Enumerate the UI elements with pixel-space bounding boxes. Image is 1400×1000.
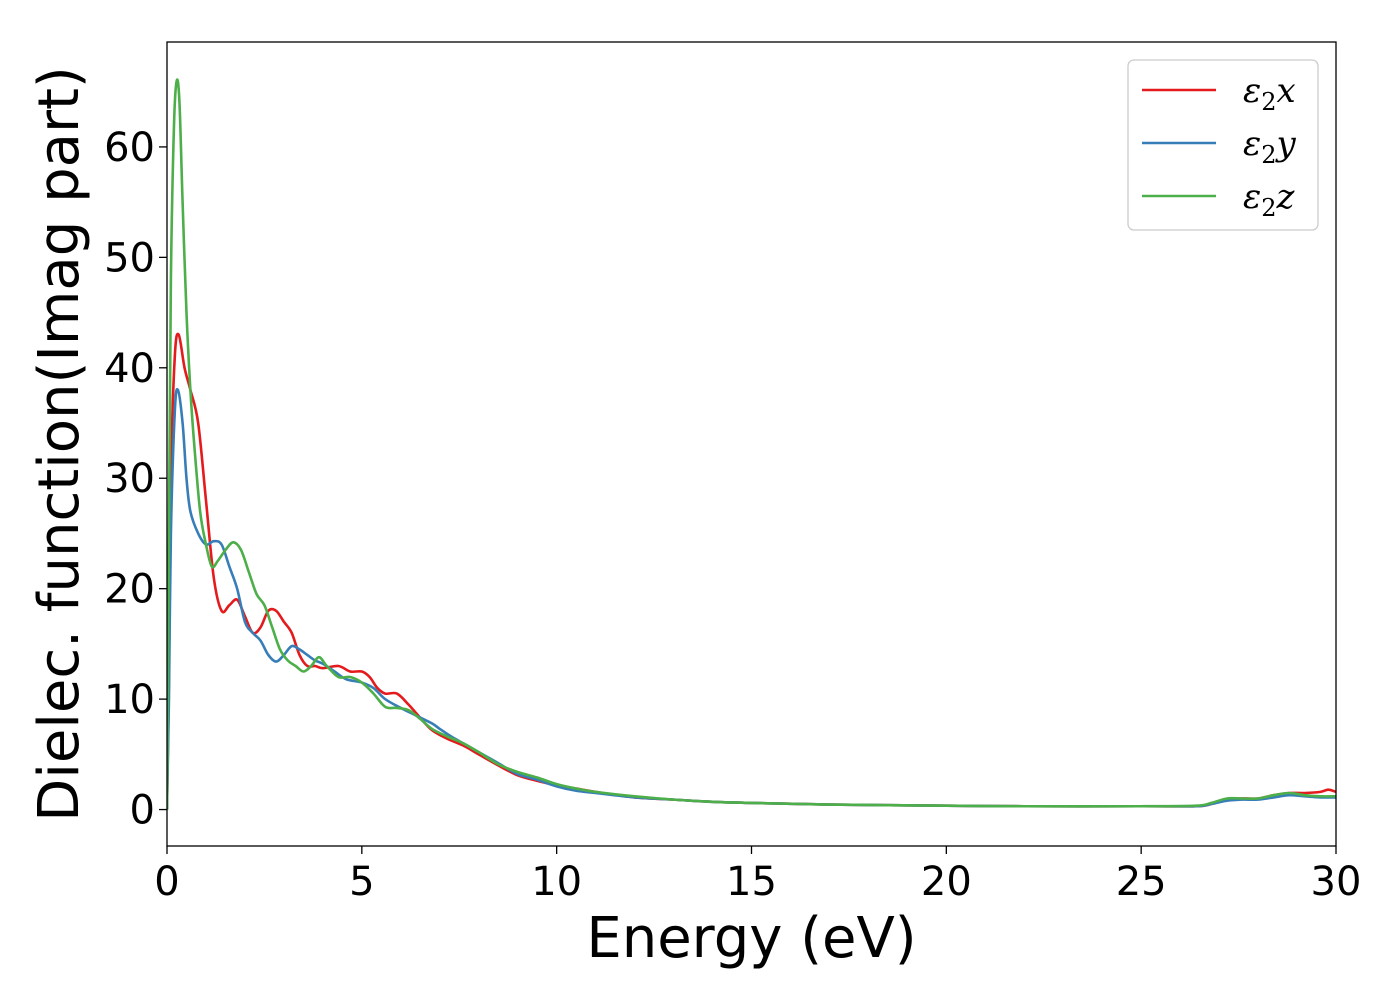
y-tick-label: 20 bbox=[104, 567, 155, 613]
x-tick-label: 30 bbox=[1311, 859, 1362, 905]
y-tick-label: 40 bbox=[104, 346, 155, 392]
x-tick-label: 0 bbox=[154, 859, 179, 905]
legend-label-y: ε2y bbox=[1243, 124, 1297, 169]
y-axis-label: Dielec. function(Imag part) bbox=[27, 66, 92, 822]
y-tick-label: 50 bbox=[104, 235, 155, 281]
y-tick-label: 10 bbox=[104, 677, 155, 723]
tick-layer: 0 5 10 15 20 25 30 0 10 20 30 40 50 60 bbox=[104, 125, 1361, 905]
x-tick-label: 25 bbox=[1116, 859, 1167, 905]
x-tick-label: 20 bbox=[921, 859, 972, 905]
x-tick-label: 5 bbox=[349, 859, 374, 905]
legend-label-z: ε2z bbox=[1243, 177, 1296, 222]
legend-label-x: ε2x bbox=[1243, 71, 1296, 116]
y-tick-label: 0 bbox=[130, 788, 155, 834]
legend: ε2x ε2y ε2z bbox=[1127, 59, 1319, 231]
y-tick-label: 30 bbox=[104, 456, 155, 502]
x-axis-label: Energy (eV) bbox=[586, 906, 916, 971]
x-tick-label: 10 bbox=[531, 859, 582, 905]
series-line-z bbox=[167, 78, 1336, 810]
series-layer bbox=[167, 78, 1336, 810]
legend-box bbox=[1127, 59, 1319, 231]
x-tick-label: 15 bbox=[726, 859, 777, 905]
y-tick-label: 60 bbox=[104, 125, 155, 171]
